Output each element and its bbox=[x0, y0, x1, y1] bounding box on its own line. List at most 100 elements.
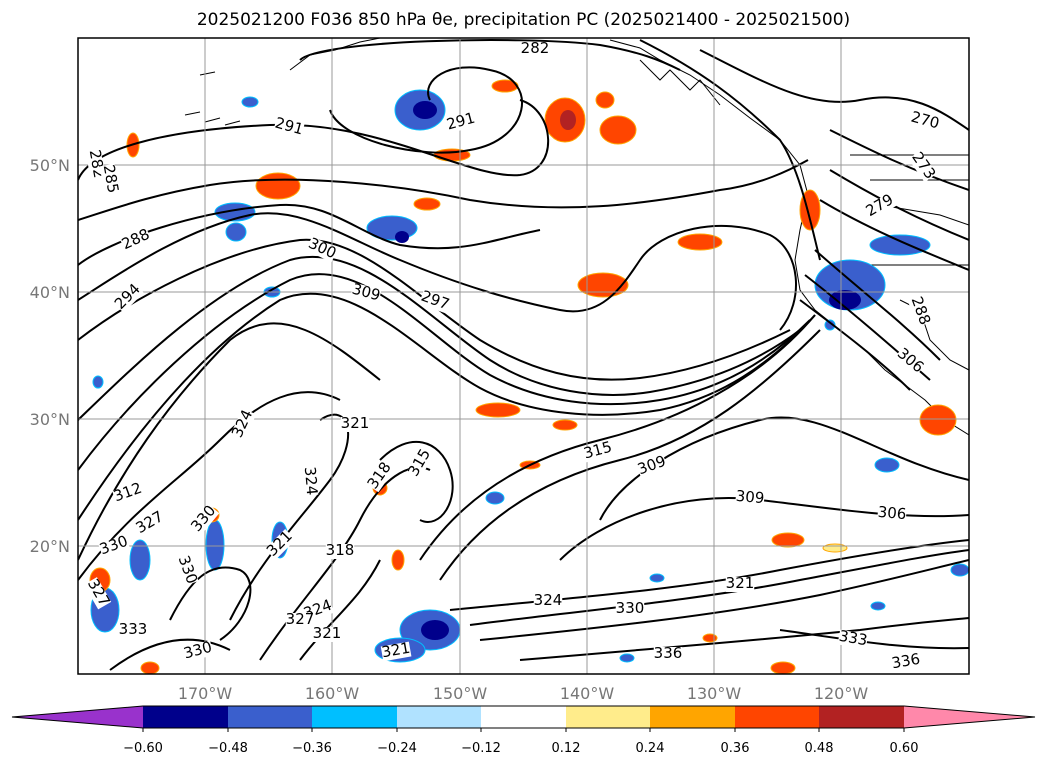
contour-label: 330 bbox=[182, 638, 214, 663]
contour-label-bg bbox=[120, 227, 153, 254]
contour-label-bg bbox=[112, 281, 144, 313]
contour-label: 318 bbox=[326, 541, 355, 559]
contour-label: 288 bbox=[908, 294, 935, 327]
contour-label-bg bbox=[85, 148, 106, 180]
contour-label-bg bbox=[312, 627, 342, 642]
contour-label-bg bbox=[300, 466, 319, 496]
contour-label-bg bbox=[615, 602, 645, 617]
colorbar-tick-label: 0.12 bbox=[552, 741, 581, 756]
contour-label: 321 bbox=[341, 414, 370, 432]
contour-label: 324 bbox=[301, 466, 321, 496]
contour-label-bg bbox=[418, 289, 451, 314]
contour-label-bg bbox=[533, 594, 563, 609]
contour-label-bg bbox=[134, 509, 167, 538]
contour-label: 324 bbox=[534, 591, 563, 609]
contour-label: 321 bbox=[313, 624, 342, 642]
contour-label-bg bbox=[189, 503, 220, 536]
contour-label-bg bbox=[230, 408, 257, 441]
contour-label-bg bbox=[305, 236, 338, 263]
contour-label: 321 bbox=[263, 527, 296, 560]
colorbar-tick-label: −0.24 bbox=[377, 741, 417, 756]
contour-label: 333 bbox=[838, 627, 869, 650]
contour-label: 330 bbox=[97, 532, 130, 559]
figure-title: 2025021200 F036 850 hPa θe, precipitatio… bbox=[196, 10, 851, 30]
colorbar-segment bbox=[566, 706, 650, 728]
contour-label-bg bbox=[445, 111, 477, 134]
contour-label: 327 bbox=[286, 610, 315, 628]
contour-label: 330 bbox=[175, 553, 202, 586]
contour-label-bg bbox=[118, 623, 148, 638]
colorbar-segment bbox=[312, 706, 397, 728]
contour-label: 327 bbox=[133, 507, 167, 537]
contour-label: 312 bbox=[111, 479, 144, 506]
contour-label-bg bbox=[636, 454, 669, 479]
contour-label-bg bbox=[907, 295, 932, 328]
contour-label: 336 bbox=[654, 644, 683, 662]
contour-label-bg bbox=[893, 346, 926, 377]
contour-label-bg bbox=[520, 42, 550, 57]
theta-e-contours bbox=[78, 39, 969, 671]
contour-label: 336 bbox=[890, 650, 921, 673]
precipitation-shading bbox=[89, 79, 969, 674]
colorbar-tick-label: 0.24 bbox=[636, 741, 665, 756]
contour-label: 309 bbox=[735, 487, 765, 507]
lat-tick-label: 50°N bbox=[30, 156, 70, 175]
contour-label-bg bbox=[725, 577, 755, 592]
contour-label: 315 bbox=[404, 446, 434, 480]
colorbar-tick-label: 0.36 bbox=[721, 741, 750, 756]
contour-label-bg bbox=[350, 282, 382, 305]
contour-label: 318 bbox=[364, 459, 395, 493]
colorbar-extend-max bbox=[904, 706, 1035, 728]
lon-tick-label: 170°W bbox=[178, 684, 233, 703]
colorbar-tick-label: 0.60 bbox=[890, 741, 919, 756]
contour-label-bg bbox=[264, 528, 296, 560]
contour-label: 291 bbox=[445, 109, 477, 134]
lat-tick-label: 20°N bbox=[30, 537, 70, 556]
lat-tick-label: 40°N bbox=[30, 283, 70, 302]
contour-label-bg bbox=[340, 417, 370, 432]
contour-label-bg bbox=[890, 652, 922, 673]
contour-label-bg bbox=[182, 640, 214, 663]
contour-label-bg bbox=[98, 534, 131, 559]
gridlines bbox=[78, 38, 969, 674]
contour-label-bg bbox=[837, 629, 869, 650]
colorbar-tick-label: 0.48 bbox=[805, 741, 834, 756]
lon-tick-label: 150°W bbox=[433, 684, 488, 703]
contour-label-bg bbox=[864, 192, 897, 221]
contour-label-bg bbox=[285, 613, 315, 628]
map-frame bbox=[77, 37, 970, 675]
colorbar-extend-min bbox=[12, 706, 143, 728]
colorbar-tick-label: −0.60 bbox=[123, 741, 163, 756]
contour-label-bg bbox=[380, 641, 412, 662]
contour-label: 285 bbox=[100, 163, 123, 194]
lon-tick-label: 120°W bbox=[814, 684, 869, 703]
contour-label: 282 bbox=[521, 39, 550, 57]
contour-label: 270 bbox=[909, 108, 941, 133]
contour-label-bg bbox=[653, 647, 683, 662]
contour-label-bg bbox=[877, 505, 907, 524]
contour-label: 279 bbox=[863, 190, 897, 220]
contour-label: 333 bbox=[119, 620, 148, 638]
colorbar-tick-label: −0.36 bbox=[292, 741, 332, 756]
contour-label-bg bbox=[325, 544, 355, 559]
contour-label: 294 bbox=[111, 280, 144, 313]
contour-label-bg bbox=[174, 554, 199, 587]
lat-tick-labels: 50°N 40°N 30°N 20°N bbox=[30, 156, 70, 556]
colorbar bbox=[11, 705, 1036, 729]
contour-label: 321 bbox=[726, 574, 755, 592]
colorbar-tick-label: −0.48 bbox=[208, 741, 248, 756]
contour-label: 315 bbox=[582, 438, 614, 463]
contour-label: 330 bbox=[616, 599, 645, 617]
contour-label-bg bbox=[735, 489, 765, 508]
lon-tick-label: 140°W bbox=[560, 684, 615, 703]
colorbar-segment bbox=[228, 706, 312, 728]
lon-tick-label: 130°W bbox=[687, 684, 742, 703]
colorbar-segment bbox=[481, 706, 566, 728]
contour-label: 291 bbox=[273, 114, 305, 139]
contour-label: 309 bbox=[350, 280, 382, 305]
contour-label-bg bbox=[406, 447, 435, 480]
colorbar-segment bbox=[397, 706, 481, 728]
contour-label-bg bbox=[83, 577, 112, 610]
colorbar-segment bbox=[650, 706, 735, 728]
